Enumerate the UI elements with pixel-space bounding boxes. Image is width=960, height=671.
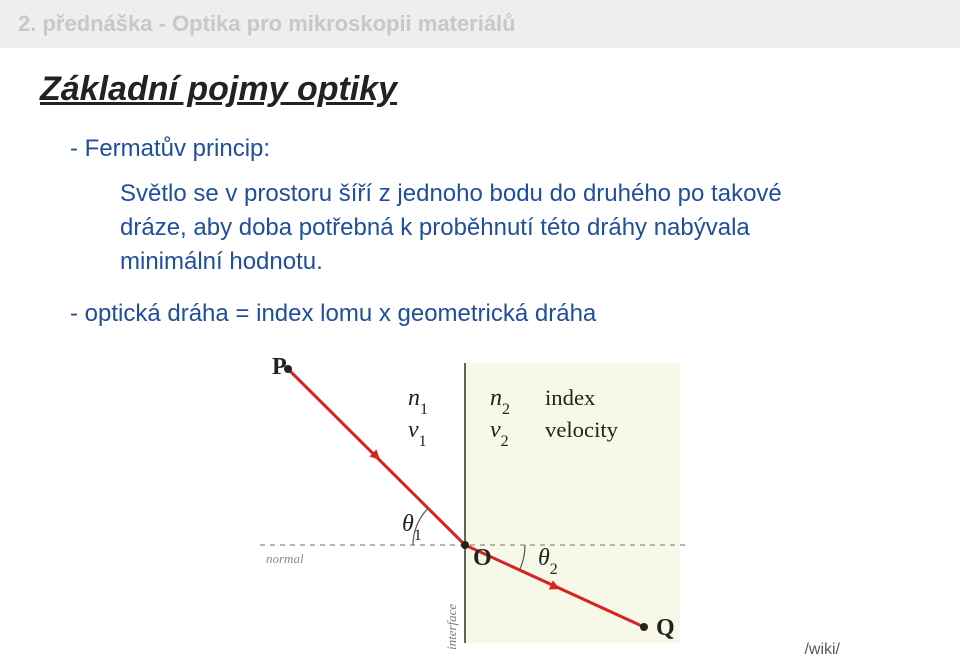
body-line-1: Světlo se v prostoru šíří z jednoho bodu… [120, 180, 782, 208]
body-line-2: dráze, aby doba potřebná k proběhnutí té… [120, 214, 750, 242]
svg-text:velocity: velocity [545, 417, 619, 442]
credit-footer: /wiki/ [804, 641, 840, 659]
svg-text:n1: n1 [408, 385, 428, 418]
slide-header-text: 2. přednáška - Optika pro mikroskopii ma… [18, 11, 516, 37]
refraction-diagram: normalinterfaceθ1θ2POQn1v1n2v2indexveloc… [260, 345, 690, 655]
svg-text:P: P [272, 354, 287, 380]
svg-text:v1: v1 [408, 417, 427, 450]
body-line-3: minimální hodnotu. [120, 248, 323, 276]
svg-text:normal: normal [266, 551, 304, 566]
slide-header: 2. přednáška - Optika pro mikroskopii ma… [0, 0, 960, 48]
svg-text:θ1: θ1 [402, 511, 422, 544]
page-title: Základní pojmy optiky [40, 70, 397, 109]
fermat-bullet: - Fermatův princip: [70, 135, 270, 163]
svg-text:index: index [545, 385, 596, 410]
svg-text:interface: interface [444, 604, 459, 650]
svg-text:Q: Q [656, 615, 675, 641]
optical-path-line: - optická dráha = index lomu x geometric… [70, 300, 596, 328]
svg-text:O: O [473, 545, 492, 571]
